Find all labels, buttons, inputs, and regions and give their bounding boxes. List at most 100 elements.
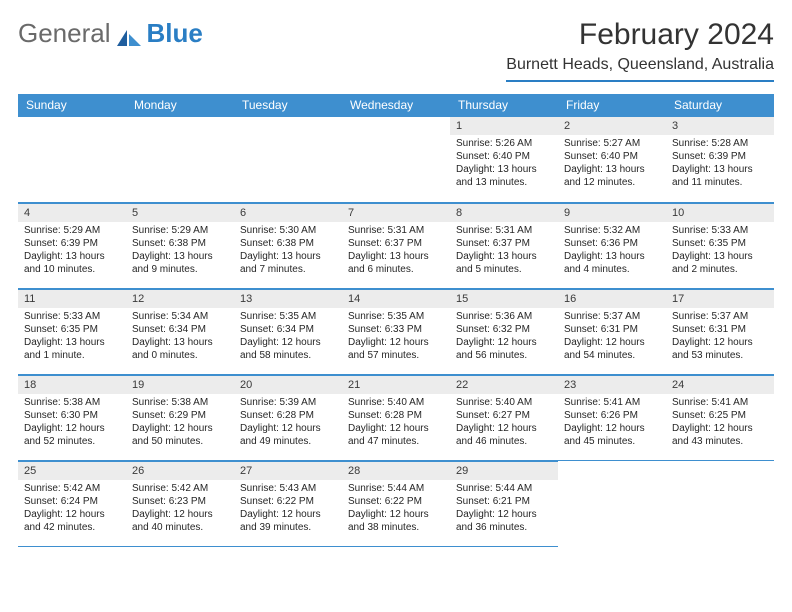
day-details: Sunrise: 5:42 AMSunset: 6:24 PMDaylight:… <box>18 480 126 538</box>
calendar-day: 26Sunrise: 5:42 AMSunset: 6:23 PMDayligh… <box>126 460 234 546</box>
sunset-line: Sunset: 6:36 PM <box>564 237 660 250</box>
day-details: Sunrise: 5:35 AMSunset: 6:34 PMDaylight:… <box>234 308 342 366</box>
calendar-day: 13Sunrise: 5:35 AMSunset: 6:34 PMDayligh… <box>234 288 342 374</box>
daylight-line: Daylight: 12 hours and 38 minutes. <box>348 508 444 534</box>
day-number: 12 <box>126 289 234 308</box>
sunrise-line: Sunrise: 5:41 AM <box>672 396 768 409</box>
sunset-line: Sunset: 6:26 PM <box>564 409 660 422</box>
calendar-day: 21Sunrise: 5:40 AMSunset: 6:28 PMDayligh… <box>342 374 450 460</box>
day-number: 20 <box>234 375 342 394</box>
sunset-line: Sunset: 6:22 PM <box>240 495 336 508</box>
daylight-line: Daylight: 12 hours and 50 minutes. <box>132 422 228 448</box>
day-number: 10 <box>666 203 774 222</box>
daylight-line: Daylight: 12 hours and 56 minutes. <box>456 336 552 362</box>
day-details: Sunrise: 5:42 AMSunset: 6:23 PMDaylight:… <box>126 480 234 538</box>
sunset-line: Sunset: 6:31 PM <box>564 323 660 336</box>
calendar-week: 4Sunrise: 5:29 AMSunset: 6:39 PMDaylight… <box>18 202 774 288</box>
daylight-line: Daylight: 13 hours and 7 minutes. <box>240 250 336 276</box>
daylight-line: Daylight: 13 hours and 6 minutes. <box>348 250 444 276</box>
daylight-line: Daylight: 12 hours and 45 minutes. <box>564 422 660 448</box>
sunset-line: Sunset: 6:37 PM <box>348 237 444 250</box>
sunset-line: Sunset: 6:29 PM <box>132 409 228 422</box>
day-details: Sunrise: 5:28 AMSunset: 6:39 PMDaylight:… <box>666 135 774 193</box>
calendar-day: 23Sunrise: 5:41 AMSunset: 6:26 PMDayligh… <box>558 374 666 460</box>
daylight-line: Daylight: 13 hours and 13 minutes. <box>456 163 552 189</box>
sunrise-line: Sunrise: 5:35 AM <box>240 310 336 323</box>
calendar-day: 4Sunrise: 5:29 AMSunset: 6:39 PMDaylight… <box>18 202 126 288</box>
day-details: Sunrise: 5:40 AMSunset: 6:27 PMDaylight:… <box>450 394 558 452</box>
day-of-week-header: Wednesday <box>342 94 450 116</box>
calendar-day: 25Sunrise: 5:42 AMSunset: 6:24 PMDayligh… <box>18 460 126 546</box>
day-number <box>666 461 774 479</box>
sunset-line: Sunset: 6:39 PM <box>672 150 768 163</box>
day-number: 9 <box>558 203 666 222</box>
day-number: 28 <box>342 461 450 480</box>
calendar-day-empty <box>234 116 342 202</box>
title-block: February 2024 Burnett Heads, Queensland,… <box>506 18 774 82</box>
day-number <box>126 116 234 135</box>
day-of-week-header: Monday <box>126 94 234 116</box>
sunrise-line: Sunrise: 5:40 AM <box>348 396 444 409</box>
calendar-day: 8Sunrise: 5:31 AMSunset: 6:37 PMDaylight… <box>450 202 558 288</box>
day-number: 21 <box>342 375 450 394</box>
calendar-day: 2Sunrise: 5:27 AMSunset: 6:40 PMDaylight… <box>558 116 666 202</box>
day-details: Sunrise: 5:33 AMSunset: 6:35 PMDaylight:… <box>666 222 774 280</box>
sunrise-line: Sunrise: 5:26 AM <box>456 137 552 150</box>
calendar-day: 28 Sunrise: 5:44 AMSunset: 6:22 PMDayligh… <box>342 460 450 546</box>
calendar-day: 10Sunrise: 5:33 AMSunset: 6:35 PMDayligh… <box>666 202 774 288</box>
day-number: 24 <box>666 375 774 394</box>
day-number: 4 <box>18 203 126 222</box>
calendar-day: 27Sunrise: 5:43 AMSunset: 6:22 PMDayligh… <box>234 460 342 546</box>
calendar-day: 3Sunrise: 5:28 AMSunset: 6:39 PMDaylight… <box>666 116 774 202</box>
daylight-line: Daylight: 13 hours and 1 minute. <box>24 336 120 362</box>
calendar-week: 18Sunrise: 5:38 AMSunset: 6:30 PMDayligh… <box>18 374 774 460</box>
daylight-line: Daylight: 12 hours and 47 minutes. <box>348 422 444 448</box>
daylight-line: Daylight: 12 hours and 42 minutes. <box>24 508 120 534</box>
calendar-day: 16Sunrise: 5:37 AMSunset: 6:31 PMDayligh… <box>558 288 666 374</box>
calendar-day-empty <box>18 116 126 202</box>
day-of-week-header: Tuesday <box>234 94 342 116</box>
sunset-line: Sunset: 6:33 PM <box>348 323 444 336</box>
logo-sails-icon <box>115 24 143 44</box>
day-number: 27 <box>234 461 342 480</box>
day-details: Sunrise: 5:32 AMSunset: 6:36 PMDaylight:… <box>558 222 666 280</box>
sunrise-line: Sunrise: 5:44 AM <box>348 482 444 495</box>
logo-text-general: General <box>18 18 111 49</box>
day-details: Sunrise: 5:30 AMSunset: 6:38 PMDaylight:… <box>234 222 342 280</box>
sunset-line: Sunset: 6:34 PM <box>132 323 228 336</box>
sunset-line: Sunset: 6:34 PM <box>240 323 336 336</box>
sunset-line: Sunset: 6:31 PM <box>672 323 768 336</box>
calendar-day: 17Sunrise: 5:37 AMSunset: 6:31 PMDayligh… <box>666 288 774 374</box>
sunrise-line: Sunrise: 5:44 AM <box>456 482 552 495</box>
sunset-line: Sunset: 6:38 PM <box>132 237 228 250</box>
daylight-line: Daylight: 12 hours and 46 minutes. <box>456 422 552 448</box>
day-number: 2 <box>558 116 666 135</box>
sunrise-line: Sunrise: 5:37 AM <box>564 310 660 323</box>
daylight-line: Daylight: 12 hours and 52 minutes. <box>24 422 120 448</box>
sunset-line: Sunset: 6:21 PM <box>456 495 552 508</box>
sunset-line: Sunset: 6:35 PM <box>24 323 120 336</box>
sunset-line: Sunset: 6:30 PM <box>24 409 120 422</box>
day-number <box>342 116 450 135</box>
calendar-day: 6Sunrise: 5:30 AMSunset: 6:38 PMDaylight… <box>234 202 342 288</box>
day-details: Sunrise: 5:33 AMSunset: 6:35 PMDaylight:… <box>18 308 126 366</box>
day-number: 23 <box>558 375 666 394</box>
sunrise-line: Sunrise: 5:40 AM <box>456 396 552 409</box>
calendar-day-empty <box>126 116 234 202</box>
sunrise-line: Sunrise: 5:38 AM <box>24 396 120 409</box>
calendar-week: 1Sunrise: 5:26 AMSunset: 6:40 PMDaylight… <box>18 116 774 202</box>
sunset-line: Sunset: 6:28 PM <box>240 409 336 422</box>
day-details: Sunrise: 5:34 AMSunset: 6:34 PMDaylight:… <box>126 308 234 366</box>
day-number: 18 <box>18 375 126 394</box>
sunset-line: Sunset: 6:22 PM <box>348 495 444 508</box>
day-details: Sunrise: 5:31 AMSunset: 6:37 PMDaylight:… <box>450 222 558 280</box>
logo: General Blue <box>18 18 203 49</box>
sunrise-line: Sunrise: 5:33 AM <box>672 224 768 237</box>
sunrise-line: Sunrise: 5:30 AM <box>240 224 336 237</box>
day-details: Sunrise: 5:27 AMSunset: 6:40 PMDaylight:… <box>558 135 666 193</box>
daylight-line: Daylight: 13 hours and 5 minutes. <box>456 250 552 276</box>
sunrise-line: Sunrise: 5:43 AM <box>240 482 336 495</box>
daylight-line: Daylight: 12 hours and 53 minutes. <box>672 336 768 362</box>
sunrise-line: Sunrise: 5:34 AM <box>132 310 228 323</box>
calendar-day: 14Sunrise: 5:35 AMSunset: 6:33 PMDayligh… <box>342 288 450 374</box>
